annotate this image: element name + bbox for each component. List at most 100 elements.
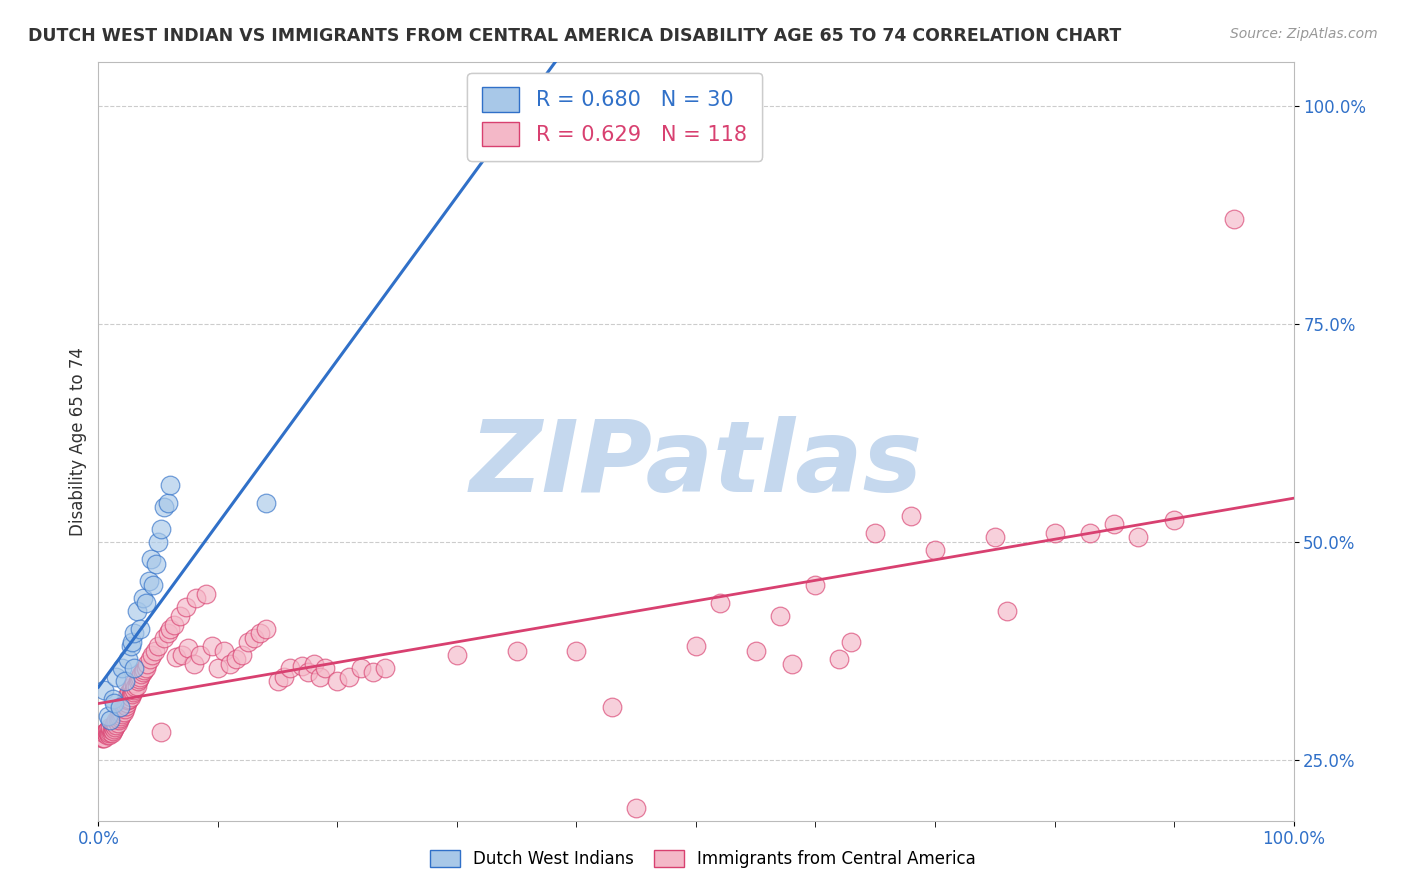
Point [139,652,162,666]
Point [139,552,162,566]
Point [107,716,129,731]
Point [122,684,145,698]
Point [105,718,128,732]
Point [169,608,191,623]
Point [117,687,139,701]
Point [103,718,125,732]
Point [104,719,127,733]
Point [98,719,122,733]
Point [96,723,118,738]
Point [177,641,200,656]
Point [114,697,136,711]
Point [254,495,277,509]
Point [149,724,172,739]
Point [143,643,166,657]
Point [111,702,134,716]
Point [135,661,157,675]
Point [98,722,122,736]
Point [115,698,138,713]
Point [685,640,707,654]
Point [565,643,588,657]
Text: DUTCH WEST INDIAN VS IMMIGRANTS FROM CENTRAL AMERICA DISABILITY AGE 65 TO 74 COR: DUTCH WEST INDIAN VS IMMIGRANTS FROM CEN… [28,27,1122,45]
Point [156,626,179,640]
Point [212,643,235,657]
Point [865,526,887,541]
Point [100,726,122,740]
Point [291,658,314,673]
Point [94,724,117,739]
Point [195,587,218,601]
Point [124,682,146,697]
Point [219,657,242,671]
Point [273,670,295,684]
Point [98,714,122,728]
Point [121,681,143,695]
Point [745,643,768,657]
Point [118,684,141,698]
Point [174,600,197,615]
Point [506,643,529,657]
Point [136,657,159,671]
Point [108,711,131,725]
Point [114,702,136,716]
Point [207,839,229,854]
Point [108,706,131,721]
Point [1043,526,1066,541]
Point [141,648,163,662]
Point [153,500,176,514]
Point [297,665,319,680]
Point [107,709,129,723]
Point [112,705,135,719]
Point [828,652,851,666]
Point [148,640,170,654]
Point [120,640,142,654]
Point [112,700,135,714]
Point [1104,517,1126,532]
Point [132,663,155,677]
Point [131,667,153,681]
Text: Source: ZipAtlas.com: Source: ZipAtlas.com [1230,27,1378,41]
Point [470,125,492,139]
Point [1080,526,1102,541]
Point [243,631,266,645]
Point [117,693,139,707]
Point [249,626,271,640]
Point [104,716,127,731]
Point [98,724,122,739]
Point [128,672,150,686]
Point [93,731,115,745]
Point [107,712,129,726]
Point [117,652,139,666]
Point [339,670,361,684]
Point [709,596,731,610]
Point [924,543,946,558]
Point [236,635,259,649]
Point [1163,513,1185,527]
Point [98,726,121,740]
Point [91,731,114,745]
Point [148,534,170,549]
Point [267,674,290,689]
Point [110,705,132,719]
Point [278,661,301,675]
Point [121,687,143,701]
Point [129,622,152,636]
Point [105,670,128,684]
Point [107,714,129,728]
Point [308,670,330,684]
Point [103,722,125,736]
Point [115,690,138,704]
Point [127,674,149,689]
Point [172,648,194,662]
Point [110,709,132,723]
Point [156,495,179,509]
Point [118,691,141,706]
Point [326,674,349,689]
Point [131,665,153,680]
Point [207,661,229,675]
Point [101,691,124,706]
Point [149,522,172,536]
Point [135,596,157,610]
Point [120,682,142,697]
Point [111,661,134,675]
